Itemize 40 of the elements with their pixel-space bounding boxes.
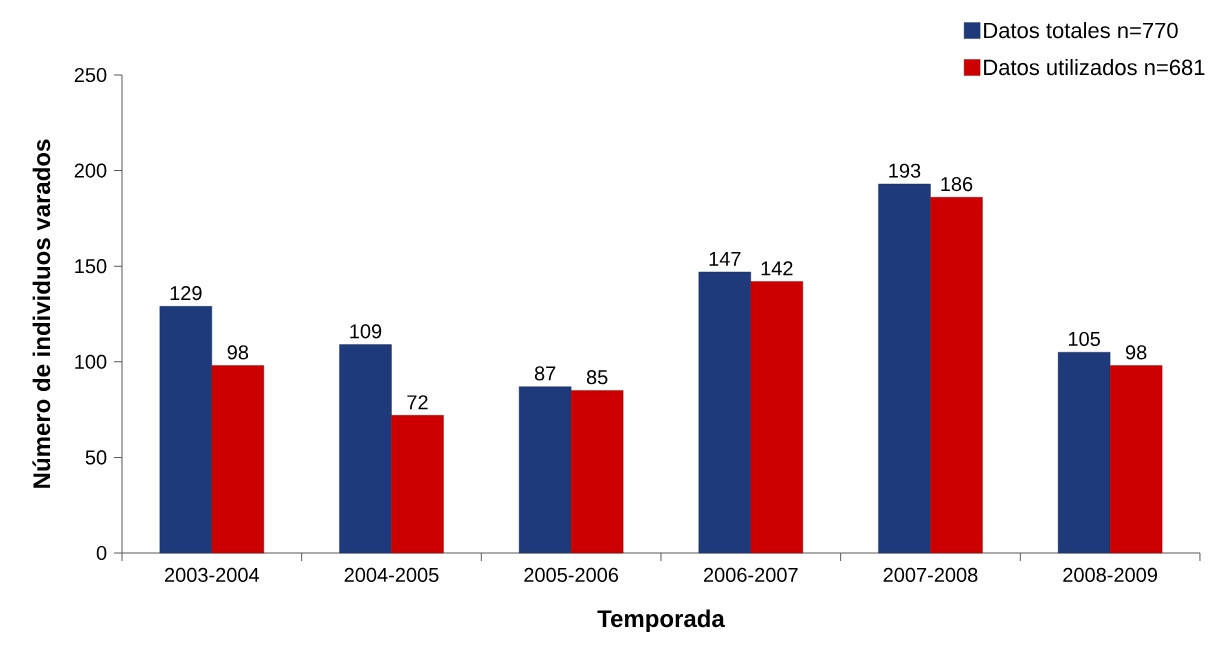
bar [570,390,624,554]
x-axis-title: Temporada [597,609,725,632]
bar [698,271,752,554]
data-label: 186 [941,177,973,192]
y-tick-label: 250 [74,67,107,83]
y-tick-label: 150 [75,259,107,274]
data-label: 85 [586,370,608,385]
y-tick-label: 100 [75,354,107,369]
x-tick-label: 2005-2006 [524,567,619,583]
data-label: 87 [534,366,556,381]
legend-label: Datos totales n=770 [984,22,1178,39]
data-label: 98 [1125,345,1147,360]
x-tick-label: 2008-2009 [1063,567,1157,583]
bar [518,386,572,554]
data-label: 98 [227,345,249,360]
y-tick-label: 0 [96,545,107,561]
bar [211,365,265,554]
bar [159,306,213,554]
bar [878,183,931,554]
data-label: 193 [889,163,921,178]
data-label: 105 [1068,331,1100,347]
bar [1057,352,1111,554]
data-label: 147 [709,251,741,266]
bar [391,415,444,554]
bar [930,197,983,554]
data-label: 109 [350,324,382,339]
bar [750,281,804,554]
y-tick-label: 200 [74,163,107,178]
x-tick-label: 2007-2008 [883,567,978,583]
legend-label: Datos utilizados n=681 [984,59,1205,76]
x-tick-label: 2006-2007 [703,567,798,583]
y-tick-label: 50 [85,450,107,465]
data-label: 129 [170,285,202,301]
bar [339,344,392,554]
data-label: 72 [407,395,428,410]
data-label: 142 [761,261,793,276]
y-axis-title: Número de individuos varados [32,139,51,488]
x-tick-label: 2004-2005 [344,567,439,583]
bar [1109,365,1163,554]
x-tick-label: 2003-2004 [165,567,260,583]
